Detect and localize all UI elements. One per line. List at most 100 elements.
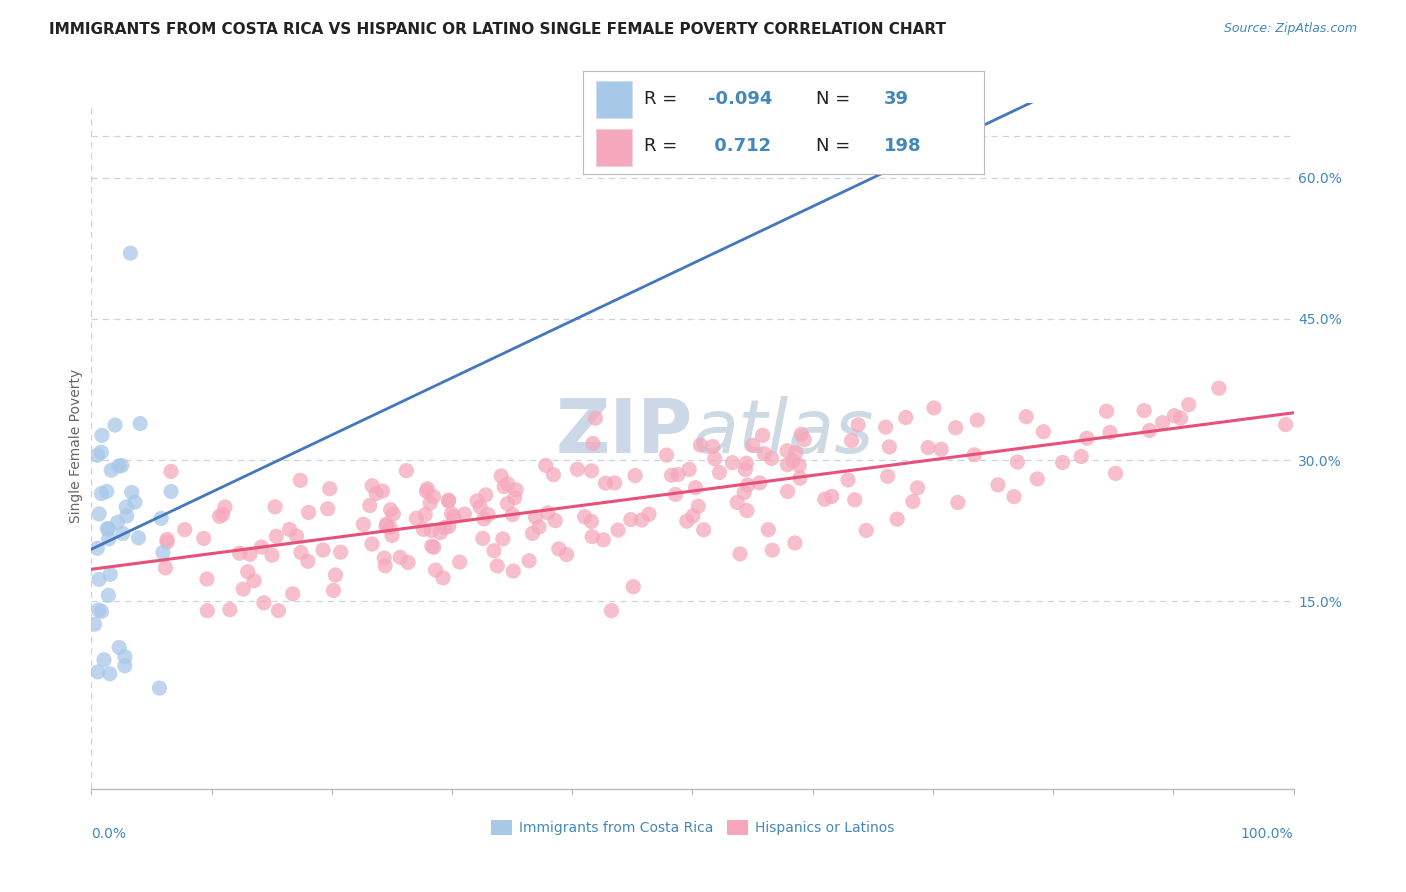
- Point: [107, 458, 129, 473]
- Point: [494, 480, 516, 494]
- Point: [371, 483, 394, 498]
- Point: [655, 448, 678, 462]
- Point: [735, 456, 758, 470]
- Point: [373, 551, 395, 566]
- Point: [776, 443, 799, 458]
- Point: [453, 507, 475, 521]
- Point: [152, 545, 174, 559]
- Point: [208, 509, 231, 524]
- Point: [114, 658, 136, 673]
- Point: [1152, 416, 1174, 430]
- Point: [96, 522, 118, 536]
- Point: [87, 603, 110, 617]
- Point: [537, 506, 560, 520]
- Text: Source: ZipAtlas.com: Source: ZipAtlas.com: [1223, 22, 1357, 36]
- Point: [1104, 467, 1126, 481]
- Point: [195, 572, 218, 586]
- Point: [567, 462, 589, 476]
- Point: [963, 448, 986, 462]
- Point: [319, 482, 342, 496]
- Point: [524, 510, 547, 524]
- Point: [751, 428, 773, 442]
- Point: [115, 500, 138, 514]
- Point: [405, 511, 427, 525]
- Point: [98, 567, 121, 582]
- Point: [754, 447, 776, 461]
- Point: [907, 481, 929, 495]
- Point: [945, 421, 967, 435]
- Point: [193, 532, 215, 546]
- Point: [97, 588, 120, 602]
- Point: [267, 604, 290, 618]
- Text: R =: R =: [644, 90, 682, 108]
- Point: [121, 485, 143, 500]
- Legend: Immigrants from Costa Rica, Hispanics or Latinos: Immigrants from Costa Rica, Hispanics or…: [485, 815, 900, 841]
- Point: [108, 640, 131, 655]
- Point: [534, 458, 557, 473]
- Point: [544, 514, 567, 528]
- Point: [756, 523, 779, 537]
- Point: [783, 536, 806, 550]
- Point: [173, 523, 195, 537]
- Text: 0.712: 0.712: [707, 137, 770, 155]
- Point: [290, 545, 312, 559]
- Point: [735, 503, 758, 517]
- Point: [502, 508, 524, 522]
- Point: [437, 493, 460, 508]
- Point: [111, 458, 134, 473]
- Point: [522, 526, 544, 541]
- Point: [929, 442, 952, 457]
- Point: [211, 508, 233, 522]
- Point: [422, 541, 444, 555]
- Point: [380, 502, 402, 516]
- Point: [692, 523, 714, 537]
- Point: [236, 565, 259, 579]
- Point: [555, 548, 578, 562]
- Point: [486, 558, 509, 573]
- Point: [709, 466, 731, 480]
- Point: [366, 486, 388, 500]
- Point: [1015, 409, 1038, 424]
- Point: [582, 436, 605, 450]
- Point: [229, 546, 252, 560]
- Point: [886, 512, 908, 526]
- Point: [1007, 455, 1029, 469]
- Point: [624, 468, 647, 483]
- Point: [420, 539, 443, 553]
- Point: [89, 507, 111, 521]
- Point: [389, 550, 412, 565]
- Point: [1099, 425, 1122, 440]
- Point: [97, 532, 120, 546]
- Point: [150, 511, 173, 525]
- Point: [232, 582, 254, 596]
- Point: [449, 555, 471, 569]
- Point: [422, 490, 444, 504]
- Point: [855, 524, 877, 538]
- Point: [761, 543, 783, 558]
- Point: [278, 523, 301, 537]
- Point: [1274, 417, 1296, 432]
- Point: [432, 571, 454, 585]
- Point: [381, 528, 404, 542]
- Point: [260, 548, 283, 562]
- Point: [359, 499, 381, 513]
- Point: [987, 478, 1010, 492]
- Point: [574, 509, 596, 524]
- Point: [156, 535, 179, 549]
- Point: [875, 420, 897, 434]
- Point: [253, 596, 276, 610]
- Point: [243, 574, 266, 588]
- Point: [100, 463, 122, 477]
- Point: [846, 417, 869, 432]
- Point: [429, 525, 451, 540]
- Point: [1070, 450, 1092, 464]
- Point: [96, 484, 118, 499]
- Point: [482, 543, 505, 558]
- Point: [685, 481, 707, 495]
- Text: N =: N =: [815, 90, 856, 108]
- Point: [352, 517, 374, 532]
- Text: -0.094: -0.094: [707, 90, 772, 108]
- Point: [946, 495, 969, 509]
- Point: [821, 490, 844, 504]
- Y-axis label: Single Female Poverty: Single Female Poverty: [69, 369, 83, 523]
